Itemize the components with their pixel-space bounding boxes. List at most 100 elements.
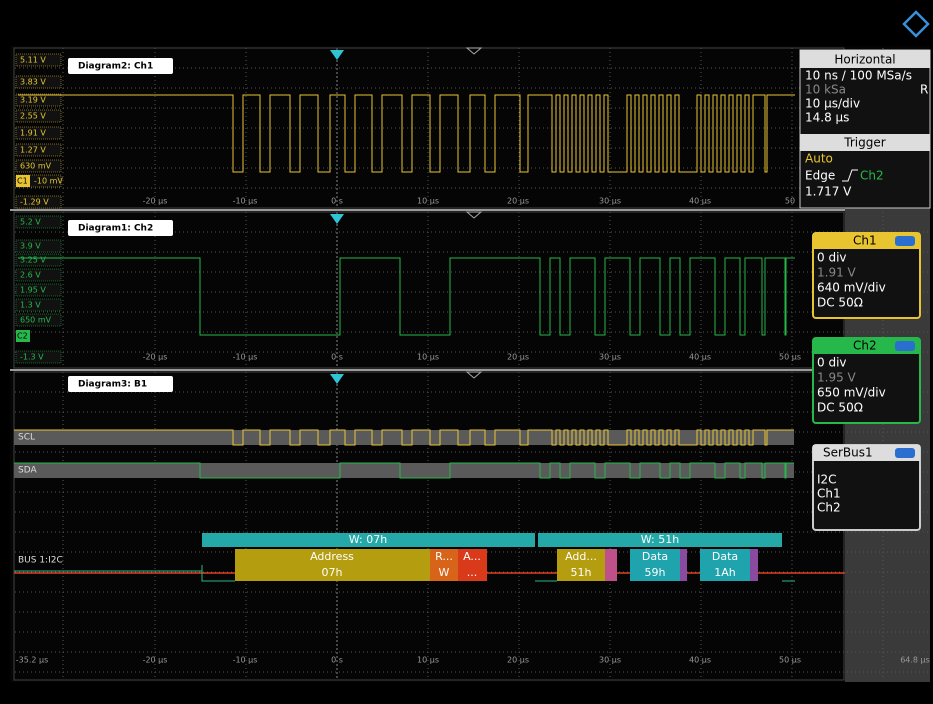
y-label-box <box>15 298 62 312</box>
x-tick-label: 40 µs <box>689 197 711 206</box>
x-tick-label: 0 s <box>331 197 343 206</box>
y-label-box <box>15 268 62 282</box>
channel-title: Ch2 <box>853 339 877 353</box>
rw-field <box>430 549 458 581</box>
y-tick-label: -10 mV <box>34 177 63 186</box>
panel-line: 10 µs/div <box>805 97 860 111</box>
y-tick-label: 2.55 V <box>20 112 46 121</box>
edge-icon <box>842 169 858 182</box>
x-tick-label: 10 µs <box>417 656 439 665</box>
y-label-box <box>15 126 62 140</box>
y-tick-label: 1.95 V <box>20 286 46 295</box>
x-tick-label: 50 µs <box>779 353 801 362</box>
diagram-title: Diagram1: Ch2 <box>78 224 153 234</box>
bus-row-label: BUS 1:I2C <box>18 556 63 566</box>
ch1-waveform <box>18 94 795 173</box>
y-label-box <box>15 253 62 267</box>
channel-title: Ch1 <box>853 234 877 248</box>
bus-idle <box>14 565 795 582</box>
y-tick-label: 3.83 V <box>20 78 46 87</box>
y-tick-label: 5.2 V <box>20 218 41 227</box>
channel-line: 0 div <box>817 356 847 370</box>
x-tick-label: 0 s <box>331 353 343 362</box>
frame-header-label: W: 51h <box>641 533 679 546</box>
y-tick-label: -1.3 V <box>20 353 44 362</box>
channel-line: DC 50Ω <box>817 296 863 310</box>
panel-line: 10 ns / 100 MSa/s <box>805 69 912 83</box>
channel-line: 1.91 V <box>817 266 857 280</box>
serbus-line: I2C <box>817 473 837 487</box>
serbus-header <box>813 445 920 461</box>
y-label-box <box>15 75 62 89</box>
x-tick-label: 30 µs <box>599 656 621 665</box>
y-tick-label: 2.6 V <box>20 271 41 280</box>
y-tick-label: -1.29 V <box>20 198 49 207</box>
x-tick-label: 50 <box>785 197 795 206</box>
data-field <box>700 549 750 581</box>
y-label-box <box>15 109 62 123</box>
y-label-box <box>15 215 62 229</box>
field-label: Data <box>642 550 668 563</box>
serbus-toggle[interactable] <box>895 448 915 458</box>
channel-badge-label: C1 <box>17 177 28 186</box>
field-label: Address <box>310 550 354 563</box>
diagram-tab <box>68 376 173 392</box>
y-label-box <box>15 143 62 157</box>
trigger-marker <box>330 214 344 224</box>
x-tick-label: -20 µs <box>143 197 168 206</box>
ack-field <box>458 549 487 581</box>
x-tick-label: 30 µs <box>599 197 621 206</box>
panel-title: Horizontal <box>834 53 895 67</box>
y-label-box <box>15 239 62 253</box>
channel-badge-label: C2 <box>17 332 28 341</box>
x-tick-label: 0 s <box>331 656 343 665</box>
y-label-box <box>15 93 62 107</box>
field-value: ... <box>467 566 478 579</box>
channel-line: 0 div <box>817 251 847 265</box>
x-tick-label: -35.2 µs <box>16 656 49 665</box>
y-tick-label: 5.11 V <box>20 56 46 65</box>
x-tick-label: 10 µs <box>417 353 439 362</box>
field-label: R... <box>435 550 453 563</box>
y-label-box <box>15 283 62 297</box>
channel-badge <box>16 175 30 187</box>
horizontal-panel <box>799 49 931 209</box>
y-tick-label: 3.9 V <box>20 242 41 251</box>
x-tick-label: 40 µs <box>689 353 711 362</box>
serbus-line: Ch1 <box>817 487 841 501</box>
horizontal-header <box>800 50 930 68</box>
channel-toggle[interactable] <box>895 341 915 351</box>
panel-title: Trigger <box>843 136 885 150</box>
x-tick-label: -10 µs <box>233 197 258 206</box>
scl-trace <box>14 429 794 446</box>
sda-trace <box>14 462 794 479</box>
serbus-line: Ch2 <box>817 501 841 515</box>
sda-bar <box>14 463 794 478</box>
panel-line: 14.8 µs <box>805 111 849 125</box>
x-tick-label: -20 µs <box>143 656 168 665</box>
diagram-title: Diagram3: B1 <box>78 380 147 390</box>
trigger-source: Ch2 <box>860 169 884 183</box>
y-tick-label: 3.25 V <box>20 256 46 265</box>
y-tick-label: 650 mV <box>20 316 52 325</box>
bus-row-label: SCL <box>18 433 35 443</box>
trigger-marker <box>330 50 344 60</box>
serbus-title: SerBus1 <box>823 446 873 460</box>
panel-mode: R <box>920 83 928 97</box>
y-label-box <box>15 159 62 173</box>
x-tick-label: -20 µs <box>143 353 168 362</box>
ack-field <box>750 549 758 581</box>
panel-line: 10 kSa <box>805 83 846 97</box>
x-tick-label: -10 µs <box>233 353 258 362</box>
content: Diagram2: Ch1 Diagram1: Ch2 Diagram3: B1 5.… <box>10 47 931 665</box>
x-tick-label: 10 µs <box>417 197 439 206</box>
channel-line: 650 mV/div <box>817 386 886 400</box>
diagram-tab <box>68 58 173 74</box>
y-label-box <box>15 313 62 327</box>
field-value: 51h <box>571 566 592 579</box>
channel-toggle[interactable] <box>895 236 915 246</box>
x-tick-label: 50 µs <box>779 656 801 665</box>
x-tick-label: -10 µs <box>233 656 258 665</box>
scl-bar <box>14 430 794 445</box>
field-value: W <box>439 566 450 579</box>
